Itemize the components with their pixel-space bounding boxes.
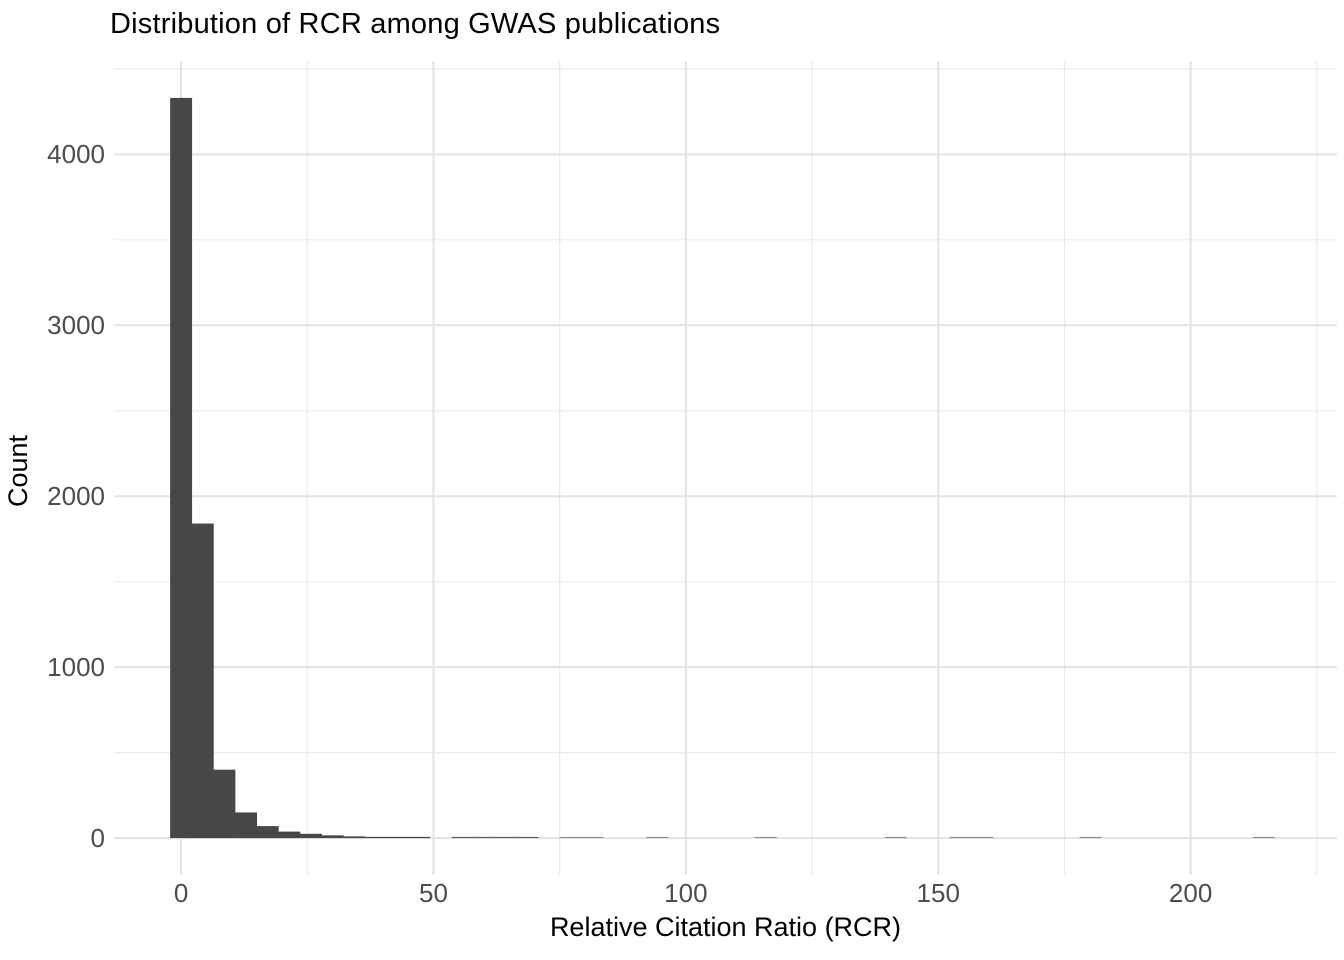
- y-tick-label: 0: [90, 822, 105, 853]
- histogram-bar: [884, 836, 907, 839]
- histogram-bar: [321, 835, 344, 839]
- histogram-bar: [256, 826, 279, 839]
- histogram-bar: [170, 97, 193, 839]
- histogram-bar: [300, 833, 322, 839]
- y-tick-label: 2000: [47, 480, 105, 511]
- histogram-bar: [235, 812, 258, 839]
- histogram-bar: [473, 836, 496, 839]
- histogram-bar: [646, 836, 669, 839]
- x-tick-label: 200: [1168, 878, 1213, 908]
- histogram-bar: [1079, 836, 1102, 839]
- histogram-bar: [191, 523, 214, 839]
- histogram-bar: [754, 836, 777, 839]
- histogram-bar: [971, 836, 994, 839]
- x-tick-label: 0: [173, 878, 189, 908]
- histogram-bar: [949, 836, 972, 839]
- histogram-bar: [516, 836, 539, 839]
- y-tick-label: 1000: [47, 651, 105, 682]
- x-tick-label: 100: [664, 878, 708, 908]
- histogram-bar: [1252, 836, 1275, 839]
- y-tick-label: 4000: [47, 138, 105, 169]
- histogram-bar: [494, 836, 517, 839]
- chart-title: Distribution of RCR among GWAS publicati…: [110, 8, 721, 40]
- histogram-bar: [451, 836, 474, 839]
- histogram-bar: [581, 836, 604, 839]
- histogram-bar: [278, 831, 301, 839]
- histogram-bar: [559, 836, 582, 839]
- x-tick-label: 150: [916, 878, 960, 908]
- histogram-bar: [343, 836, 366, 839]
- histogram-bar: [365, 836, 387, 839]
- histogram-bar: [408, 836, 431, 839]
- histogram-bar: [213, 769, 236, 839]
- histogram-bar: [386, 836, 409, 839]
- x-tick-label: 50: [419, 878, 448, 908]
- y-tick-label: 3000: [47, 309, 105, 340]
- x-axis-title: Relative Citation Ratio (RCR): [549, 912, 902, 942]
